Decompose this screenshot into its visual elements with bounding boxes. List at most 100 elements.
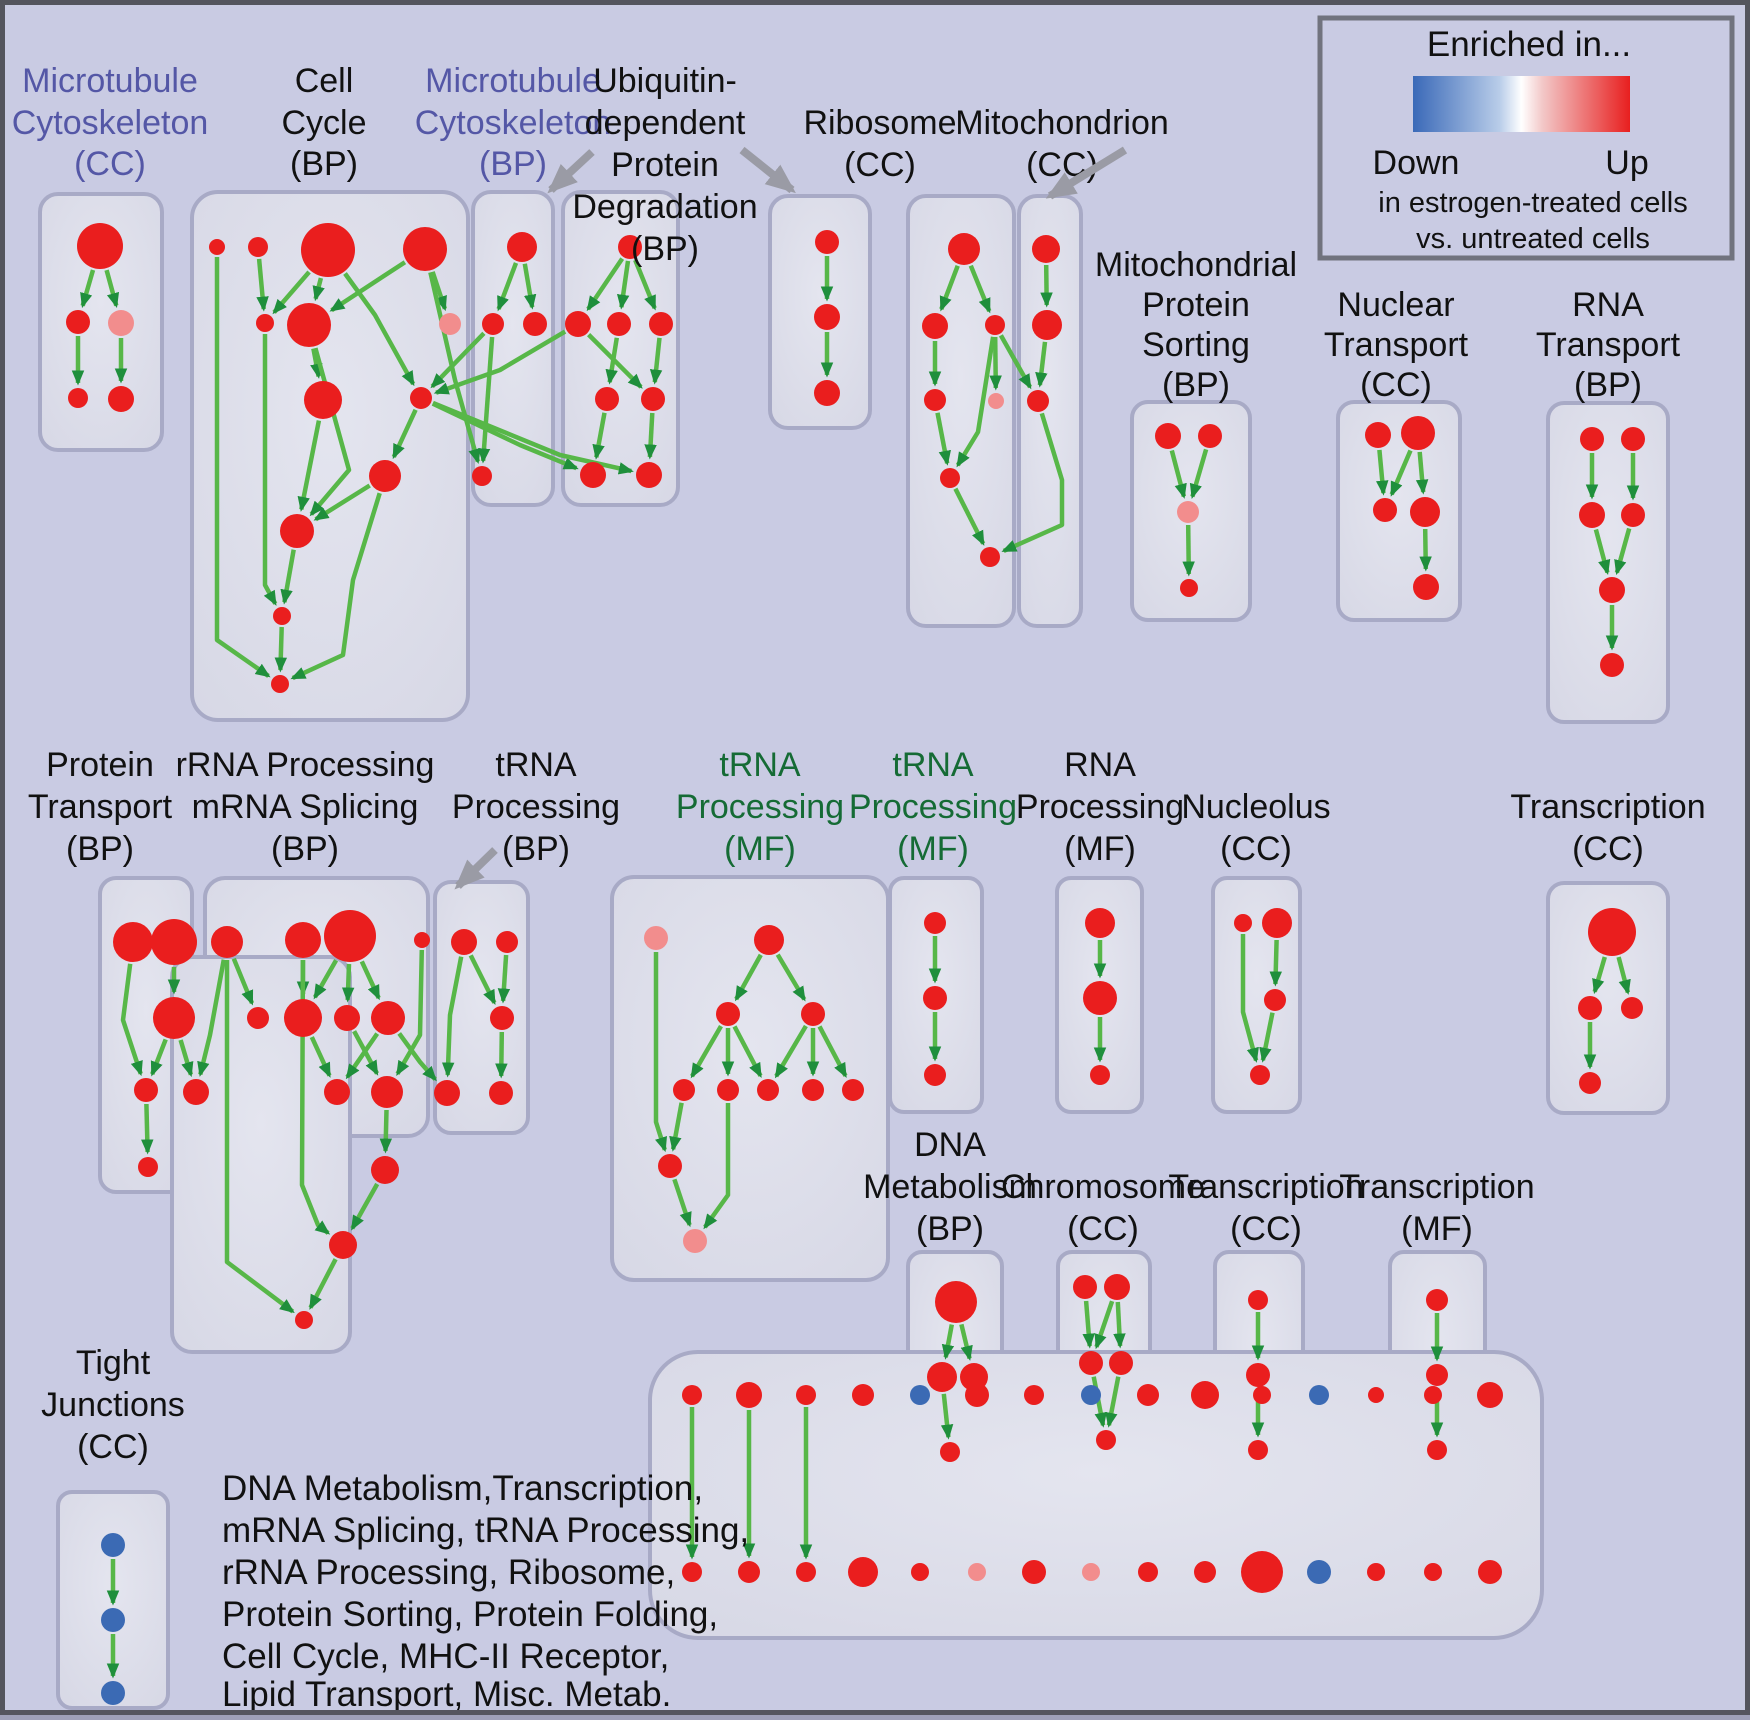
legend-gradient-bar <box>1413 76 1630 132</box>
edge <box>280 549 296 605</box>
edge <box>141 1103 154 1155</box>
cluster-label-trna-processing-mf-large: tRNA Processing (MF) <box>676 746 844 868</box>
cluster-label-line: Microtubule <box>425 62 601 100</box>
edge <box>939 265 960 312</box>
node-red <box>1137 1384 1159 1406</box>
cluster-label-line: (CC) <box>1026 146 1098 184</box>
node-red <box>673 1079 695 1101</box>
cluster-label-line: Protein <box>611 146 719 184</box>
edge <box>428 271 481 465</box>
cluster-label-rrna-processing-mrna-splicing-bp: rRNA Processing mRNA Splicing (BP) <box>176 746 435 868</box>
node-red <box>451 929 477 955</box>
cluster-label-line: (CC) <box>74 145 146 183</box>
edge <box>1240 934 1259 1063</box>
pointer-arrow <box>454 847 498 890</box>
node-pink <box>1082 1563 1100 1581</box>
node-blue <box>101 1608 125 1632</box>
edge <box>120 963 143 1077</box>
edge <box>391 408 418 460</box>
cluster-label-line: Transcription <box>1339 1168 1534 1206</box>
node-red <box>1073 1275 1097 1299</box>
cluster-label-microtubule-cytoskeleton-bp: Microtubule Cytoskeleton(BP) <box>415 62 612 183</box>
cluster-box-microtubule-cytoskeleton-cc <box>38 192 164 452</box>
node-red <box>211 926 243 958</box>
cluster-label-line: (CC) <box>1067 1210 1139 1248</box>
cluster-label-line: Transport <box>1536 326 1681 364</box>
cluster-label-line: (BP) <box>631 230 699 268</box>
node-red <box>948 233 980 265</box>
edges <box>71 256 1640 1679</box>
edge <box>1389 449 1413 497</box>
edge <box>1616 956 1631 995</box>
edge <box>495 1031 508 1079</box>
node-red <box>641 387 665 411</box>
node-red <box>66 310 90 334</box>
edge <box>653 952 667 1153</box>
node-red <box>1032 310 1062 340</box>
edge <box>262 334 278 606</box>
node-red <box>682 1385 702 1405</box>
cluster-label-transcription-mf: Transcription (MF) <box>1339 1168 1534 1248</box>
cluster-label-line: Protein <box>46 746 154 784</box>
node-red <box>565 311 591 337</box>
edge <box>430 331 486 389</box>
edge <box>345 1032 380 1080</box>
edge <box>313 483 371 522</box>
node-red <box>595 387 619 411</box>
nodes <box>66 223 1645 1705</box>
node-red <box>1248 1440 1268 1460</box>
node-red <box>1588 908 1636 956</box>
node-red <box>295 1311 313 1329</box>
edge <box>941 1324 955 1360</box>
node-red <box>1104 1274 1130 1300</box>
cluster-label-line: Degradation <box>572 188 757 226</box>
edge <box>308 1258 338 1310</box>
node-red <box>304 381 342 419</box>
edge <box>989 336 1002 391</box>
cluster-label-line: Ubiquitin- <box>593 62 737 100</box>
node-red <box>796 1562 816 1582</box>
node-red <box>1401 416 1435 450</box>
edge <box>968 264 992 314</box>
edge <box>1001 412 1065 553</box>
edge <box>150 1038 168 1077</box>
edge <box>935 412 951 466</box>
cluster-label-line: tRNA <box>719 746 801 784</box>
cluster-label-line: DNA <box>914 1126 986 1164</box>
node-red <box>1424 1563 1442 1581</box>
misc-text-line: mRNA Splicing, tRNA Processing, <box>222 1511 749 1550</box>
edge <box>310 348 323 379</box>
node-red <box>1090 1065 1110 1085</box>
cluster-label-line: Cytoskeleton <box>415 104 612 142</box>
cluster-label-line: Processing <box>849 788 1017 826</box>
cluster-box-transcription-cc-upper <box>1546 881 1670 1115</box>
node-red <box>801 1002 825 1026</box>
node-red <box>256 314 274 332</box>
cluster-label-line: (CC) <box>1230 1210 1302 1248</box>
node-red <box>248 237 268 257</box>
misc-text-line: Protein Sorting, Protein Folding, <box>222 1595 718 1634</box>
node-red <box>113 922 153 962</box>
edge <box>1182 524 1195 577</box>
node-red <box>796 1385 816 1405</box>
node-blue <box>101 1533 125 1557</box>
node-red <box>1241 1551 1283 1593</box>
edge <box>350 1182 380 1231</box>
node-red <box>273 607 291 625</box>
edge <box>352 1030 379 1076</box>
node-pink <box>968 1563 986 1581</box>
node-red <box>736 1382 762 1408</box>
node-pink <box>439 313 461 335</box>
cluster-label-line: (CC) <box>1572 830 1644 868</box>
edge <box>774 1024 808 1079</box>
cluster-label-microtubule-cytoskeleton-cc: Microtubule Cytoskeleton(CC) <box>12 62 209 183</box>
node-red <box>1599 577 1625 603</box>
edge <box>497 954 511 1004</box>
node-red <box>1413 574 1439 600</box>
node-red <box>108 386 134 412</box>
edge <box>703 1103 731 1230</box>
cluster-label-line: (BP) <box>290 145 358 183</box>
node-red <box>329 1231 357 1259</box>
